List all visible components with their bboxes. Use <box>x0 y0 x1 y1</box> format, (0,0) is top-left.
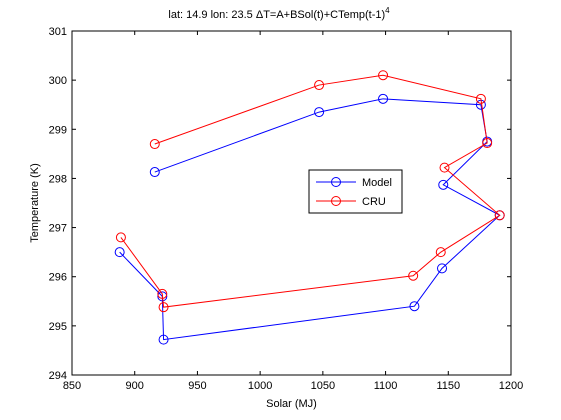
x-tick-label: 1100 <box>374 380 398 392</box>
data-point-model <box>158 334 169 345</box>
series-line-cru <box>120 74 501 308</box>
data-point-model <box>437 263 448 274</box>
data-point-model <box>409 301 420 312</box>
legend-marker-model <box>331 177 341 187</box>
y-axis-label: Temperature (K) <box>29 163 41 242</box>
x-tick-label: 1000 <box>248 380 272 392</box>
chart-title-superscript: 4 <box>385 6 390 15</box>
data-point-cru <box>475 93 486 104</box>
y-tick-label: 296 <box>49 272 67 284</box>
y-axis: 294 295 296 297 298 299 300 301 <box>49 26 511 382</box>
data-point-model <box>149 167 160 178</box>
data-point-cru <box>157 288 168 299</box>
y-tick-label: 301 <box>49 26 67 38</box>
x-tick-label: 900 <box>126 380 144 392</box>
x-tick-label: 1050 <box>311 380 335 392</box>
y-tick-label: 300 <box>49 75 67 87</box>
y-tick-label: 295 <box>49 321 67 333</box>
x-axis: 850 900 950 1000 1050 1100 1150 1200 <box>63 31 523 392</box>
data-point-cru <box>314 80 325 91</box>
y-tick-label: 298 <box>49 173 67 185</box>
series-layer <box>114 70 505 345</box>
x-tick-label: 850 <box>63 380 81 392</box>
x-tick-label: 1150 <box>436 380 460 392</box>
data-point-model <box>114 247 125 258</box>
data-point-cru <box>149 139 160 150</box>
chart-title: lat: 14.9 lon: 23.5 ΔT=A+BSol(t)+CTemp(t… <box>168 6 390 21</box>
y-tick-label: 294 <box>49 370 67 382</box>
legend-box <box>308 169 403 214</box>
x-tick-label: 1200 <box>499 380 523 392</box>
series-line-model <box>119 98 501 341</box>
legend-marker-cru <box>331 196 341 206</box>
data-point-model <box>378 93 389 104</box>
x-tick-label: 950 <box>188 380 206 392</box>
legend: Model CRU <box>308 169 403 214</box>
data-point-cru <box>494 210 505 221</box>
legend-label-model: Model <box>362 177 392 189</box>
y-tick-label: 299 <box>49 124 67 136</box>
data-point-cru <box>439 162 450 173</box>
data-point-cru <box>378 70 389 81</box>
y-tick-label: 297 <box>49 223 67 235</box>
legend-label-cru: CRU <box>362 196 386 208</box>
data-point-cru <box>158 302 169 313</box>
data-point-model <box>157 291 168 302</box>
x-axis-label: Solar (MJ) <box>266 398 317 410</box>
data-point-model <box>314 107 325 118</box>
data-point-cru <box>115 232 126 243</box>
data-point-cru <box>482 138 493 149</box>
data-point-model <box>438 179 449 190</box>
data-point-cru <box>408 270 419 281</box>
plot-area <box>71 30 512 376</box>
data-point-cru <box>435 247 446 258</box>
